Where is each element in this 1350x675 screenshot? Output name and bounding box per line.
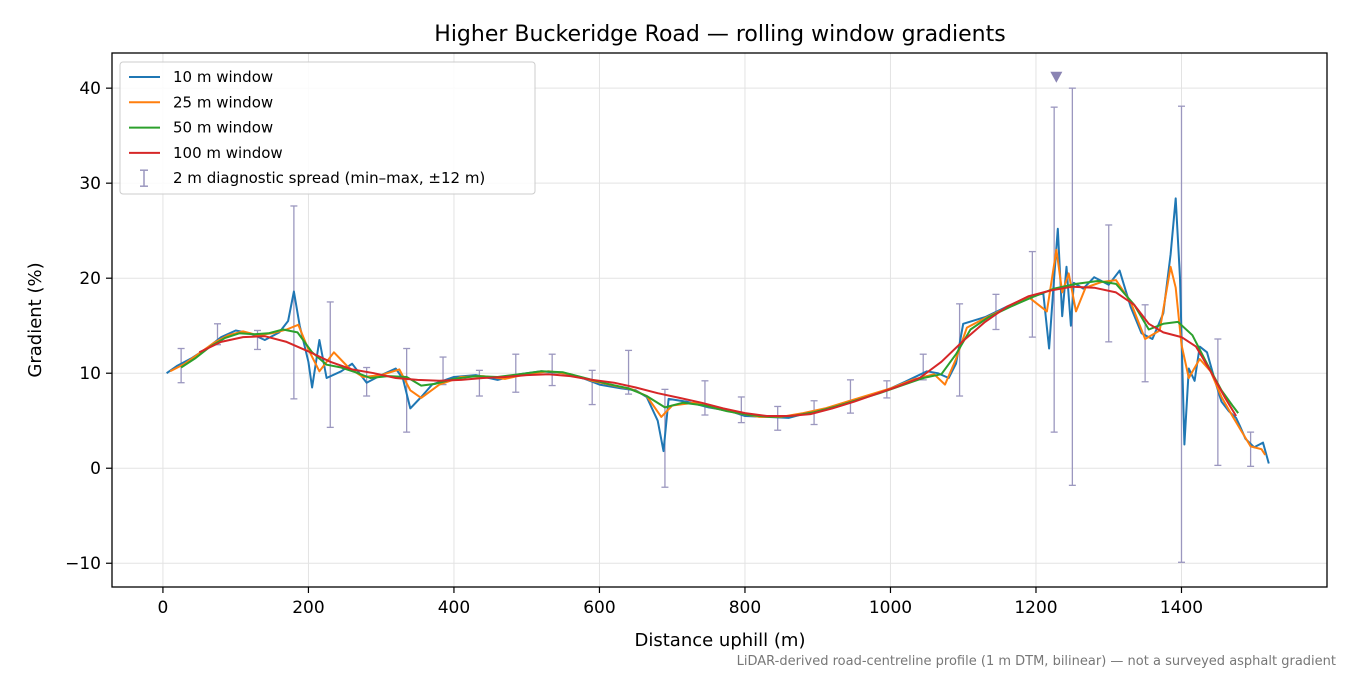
y-tick-label: 40 bbox=[79, 79, 101, 99]
legend-label: 25 m window bbox=[173, 93, 273, 111]
spread-errorbar bbox=[512, 353, 520, 393]
series-line bbox=[198, 285, 1237, 417]
x-tick-label: 1000 bbox=[869, 598, 912, 618]
peak-marker-layer bbox=[1050, 71, 1063, 83]
y-axis-label: Gradient (%) bbox=[25, 262, 46, 377]
x-tick-label: 0 bbox=[158, 598, 169, 618]
y-tick-label: 30 bbox=[79, 174, 101, 194]
x-tick-label: 1400 bbox=[1160, 598, 1203, 618]
y-tick-label: 20 bbox=[79, 269, 101, 289]
spread-errorbar bbox=[548, 353, 556, 387]
chart-title: Higher Buckeridge Road — rolling window … bbox=[434, 22, 1005, 47]
legend-entry: 2 m diagnostic spread (min–max, ±12 m) bbox=[140, 169, 485, 187]
x-tick-label: 600 bbox=[583, 598, 615, 618]
spread-errorbar bbox=[290, 205, 298, 400]
x-tick-label: 800 bbox=[729, 598, 761, 618]
legend-label: 100 m window bbox=[173, 144, 283, 162]
series-lines bbox=[166, 197, 1270, 464]
legend-entry: 10 m window bbox=[129, 68, 273, 86]
spread-errorbar bbox=[588, 369, 596, 406]
legend: 10 m window 25 m window 50 m window 100 m w… bbox=[119, 61, 536, 195]
series-line bbox=[180, 280, 1239, 418]
legend-entry: 100 m window bbox=[129, 144, 283, 162]
footnote: LiDAR-derived road-centreline profile (1… bbox=[737, 654, 1336, 669]
spread-errorbar bbox=[1214, 338, 1222, 467]
axis-ticks: 0 200 400 600 800 1000 1200 1400 −10 0 10 20 30 40 bbox=[65, 79, 1203, 618]
legend-label: 10 m window bbox=[173, 68, 273, 86]
spread-errorbar bbox=[737, 396, 745, 424]
y-tick-label: 10 bbox=[79, 364, 101, 384]
spread-errorbar bbox=[1247, 431, 1255, 467]
legend-box bbox=[119, 61, 536, 195]
x-tick-label: 1200 bbox=[1014, 598, 1057, 618]
peak-marker bbox=[1050, 71, 1063, 83]
x-tick-label: 400 bbox=[438, 598, 470, 618]
y-tick-label: 0 bbox=[90, 459, 101, 479]
x-axis-label: Distance uphill (m) bbox=[635, 630, 806, 651]
spread-errorbar bbox=[701, 380, 709, 416]
legend-label: 2 m diagnostic spread (min–max, ±12 m) bbox=[173, 169, 485, 187]
spread-errorbar bbox=[846, 379, 854, 414]
legend-label: 50 m window bbox=[173, 119, 273, 137]
plot-frame bbox=[111, 52, 1328, 588]
legend-entry: 25 m window bbox=[129, 93, 273, 111]
x-tick-label: 200 bbox=[292, 598, 324, 618]
spread-errorbar bbox=[475, 369, 483, 397]
y-tick-label: −10 bbox=[65, 554, 101, 574]
legend-entry: 50 m window bbox=[129, 119, 273, 137]
